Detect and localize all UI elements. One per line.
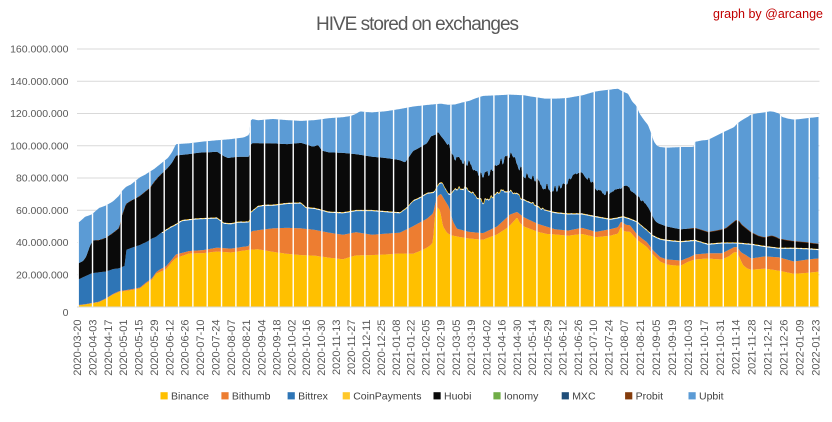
svg-text:2021-11-28: 2021-11-28 <box>747 320 759 375</box>
svg-text:2021-09-05: 2021-09-05 <box>651 320 663 376</box>
svg-text:graph by @arcange: graph by @arcange <box>713 7 823 21</box>
svg-text:Ionomy: Ionomy <box>504 391 539 403</box>
svg-text:2021-05-29: 2021-05-29 <box>542 320 554 376</box>
svg-text:2020-09-18: 2020-09-18 <box>271 320 283 376</box>
svg-text:2021-04-30: 2021-04-30 <box>512 320 524 376</box>
svg-text:2021-08-07: 2021-08-07 <box>619 320 631 376</box>
svg-text:2020-08-07: 2020-08-07 <box>226 320 238 376</box>
svg-text:2021-12-26: 2021-12-26 <box>779 320 791 376</box>
svg-text:2021-02-05: 2021-02-05 <box>421 320 433 376</box>
svg-text:2021-04-16: 2021-04-16 <box>497 320 509 376</box>
svg-text:2021-12-12: 2021-12-12 <box>763 320 775 376</box>
svg-text:120.000.000: 120.000.000 <box>10 108 69 120</box>
svg-text:MXC: MXC <box>572 391 596 403</box>
svg-text:40.000.000: 40.000.000 <box>16 237 69 249</box>
svg-text:2021-01-08: 2021-01-08 <box>391 320 403 376</box>
svg-text:Bithumb: Bithumb <box>232 391 271 403</box>
svg-text:2020-04-03: 2020-04-03 <box>88 320 100 376</box>
svg-text:2021-10-31: 2021-10-31 <box>715 320 727 376</box>
svg-text:2021-08-21: 2021-08-21 <box>635 320 647 376</box>
svg-text:2020-08-21: 2020-08-21 <box>241 320 253 376</box>
svg-text:2021-02-19: 2021-02-19 <box>436 320 448 376</box>
svg-text:Upbit: Upbit <box>699 391 724 403</box>
svg-text:2021-03-19: 2021-03-19 <box>466 320 478 376</box>
svg-text:2020-07-24: 2020-07-24 <box>210 320 222 376</box>
svg-text:HIVE stored on exchanges: HIVE stored on exchanges <box>316 14 519 35</box>
svg-text:2022-01-23: 2022-01-23 <box>810 320 822 376</box>
svg-text:2021-10-03: 2021-10-03 <box>683 320 695 376</box>
svg-text:2021-07-10: 2021-07-10 <box>588 320 600 376</box>
svg-text:2020-09-04: 2020-09-04 <box>257 320 269 376</box>
svg-text:140.000.000: 140.000.000 <box>10 76 69 88</box>
svg-text:2021-05-14: 2021-05-14 <box>527 320 539 376</box>
svg-text:Bittrex: Bittrex <box>298 391 329 403</box>
svg-text:2021-03-05: 2021-03-05 <box>451 320 463 376</box>
svg-text:Huobi: Huobi <box>444 391 471 403</box>
svg-text:2021-06-12: 2021-06-12 <box>558 320 570 376</box>
svg-text:2020-10-30: 2020-10-30 <box>316 320 328 376</box>
svg-text:2020-12-11: 2020-12-11 <box>361 320 373 375</box>
svg-text:CoinPayments: CoinPayments <box>353 391 421 403</box>
svg-text:2020-06-12: 2020-06-12 <box>164 320 176 376</box>
svg-text:100.000.000: 100.000.000 <box>10 140 69 152</box>
svg-text:2020-11-13: 2020-11-13 <box>331 320 343 375</box>
svg-text:60.000.000: 60.000.000 <box>16 205 69 217</box>
svg-text:2020-10-02: 2020-10-02 <box>286 320 298 376</box>
svg-text:2020-04-17: 2020-04-17 <box>103 320 115 376</box>
svg-text:2020-12-25: 2020-12-25 <box>376 320 388 376</box>
svg-text:2021-07-24: 2021-07-24 <box>603 320 615 376</box>
svg-text:2020-05-01: 2020-05-01 <box>118 320 130 376</box>
svg-text:160.000.000: 160.000.000 <box>10 44 69 56</box>
svg-text:2021-01-22: 2021-01-22 <box>406 320 418 376</box>
svg-text:2020-05-29: 2020-05-29 <box>149 320 161 376</box>
svg-text:2020-10-16: 2020-10-16 <box>301 320 313 376</box>
svg-text:2020-03-20: 2020-03-20 <box>72 320 84 376</box>
svg-text:20.000.000: 20.000.000 <box>16 269 69 281</box>
svg-text:2021-11-14: 2021-11-14 <box>731 320 743 375</box>
svg-text:2020-11-27: 2020-11-27 <box>346 320 358 375</box>
svg-text:2020-05-15: 2020-05-15 <box>134 320 146 376</box>
svg-text:0: 0 <box>63 307 69 319</box>
svg-text:2021-04-02: 2021-04-02 <box>481 320 493 376</box>
svg-text:2021-10-17: 2021-10-17 <box>699 320 711 376</box>
svg-text:2021-06-26: 2021-06-26 <box>573 320 585 376</box>
svg-text:Probit: Probit <box>636 391 664 403</box>
svg-text:2020-07-10: 2020-07-10 <box>195 320 207 376</box>
svg-text:80.000.000: 80.000.000 <box>16 173 69 185</box>
svg-text:2022-01-09: 2022-01-09 <box>795 320 807 376</box>
svg-text:2021-09-19: 2021-09-19 <box>667 320 679 376</box>
svg-text:Binance: Binance <box>171 391 209 403</box>
svg-text:2020-06-26: 2020-06-26 <box>180 320 192 376</box>
